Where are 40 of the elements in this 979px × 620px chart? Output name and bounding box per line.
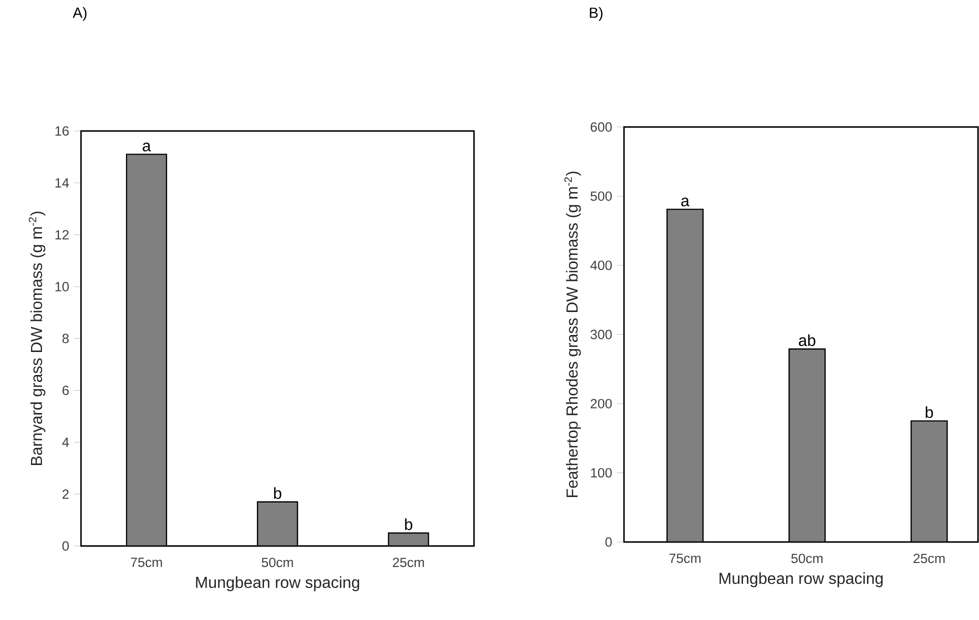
x-tick-label: 25cm <box>392 558 424 568</box>
y-tick-label: 14 <box>55 178 69 188</box>
chart-title: B) <box>590 7 602 21</box>
y-tick-label: 4 <box>62 438 69 447</box>
y-axis-title: Feathertop Rhodes grass DW biomass (g m$^{-2}$) <box>564 172 581 497</box>
y-tick-label: 0 <box>62 541 69 551</box>
bar <box>388 532 430 546</box>
y-tick-label: 12 <box>55 230 69 240</box>
x-tick-label: 50cm <box>262 558 293 568</box>
y-tick-label: 200 <box>590 398 612 408</box>
bar <box>666 208 704 542</box>
x-axis-title: Mungbean row spacing <box>196 576 360 592</box>
annotation: a <box>142 142 151 152</box>
x-tick-label: 75cm <box>669 554 700 563</box>
x-tick-label: 25cm <box>914 554 945 564</box>
annotation: b <box>405 518 412 530</box>
annotation: b <box>926 406 933 418</box>
y-tick-label: 16 <box>55 126 69 136</box>
x-tick-label: 75cm <box>130 558 162 567</box>
y-tick-label: 100 <box>591 468 612 478</box>
annotation: a <box>681 198 690 206</box>
bar <box>788 348 826 542</box>
y-axis-title: Barnyard grass DW biomass (g m$^{-2}$) <box>28 212 46 465</box>
y-tick-label: 8 <box>62 334 69 344</box>
bar <box>126 154 168 546</box>
y-tick-label: 600 <box>590 122 612 132</box>
y-tick-label: 0 <box>605 537 612 547</box>
y-tick-label: 300 <box>590 330 612 340</box>
x-axis-title: Mungbean row spacing <box>720 572 883 588</box>
annotation: ab <box>798 334 816 346</box>
y-tick-label: 6 <box>62 386 69 396</box>
x-tick-label: 50cm <box>791 554 823 564</box>
bar <box>910 420 948 542</box>
y-tick-label: 400 <box>590 260 612 270</box>
y-tick-label: 2 <box>62 489 69 499</box>
y-tick-label: 10 <box>55 282 69 292</box>
y-tick-label: 500 <box>590 191 612 201</box>
bar <box>256 501 298 546</box>
chart-title: A) <box>72 7 86 21</box>
annotation: b <box>274 487 282 499</box>
